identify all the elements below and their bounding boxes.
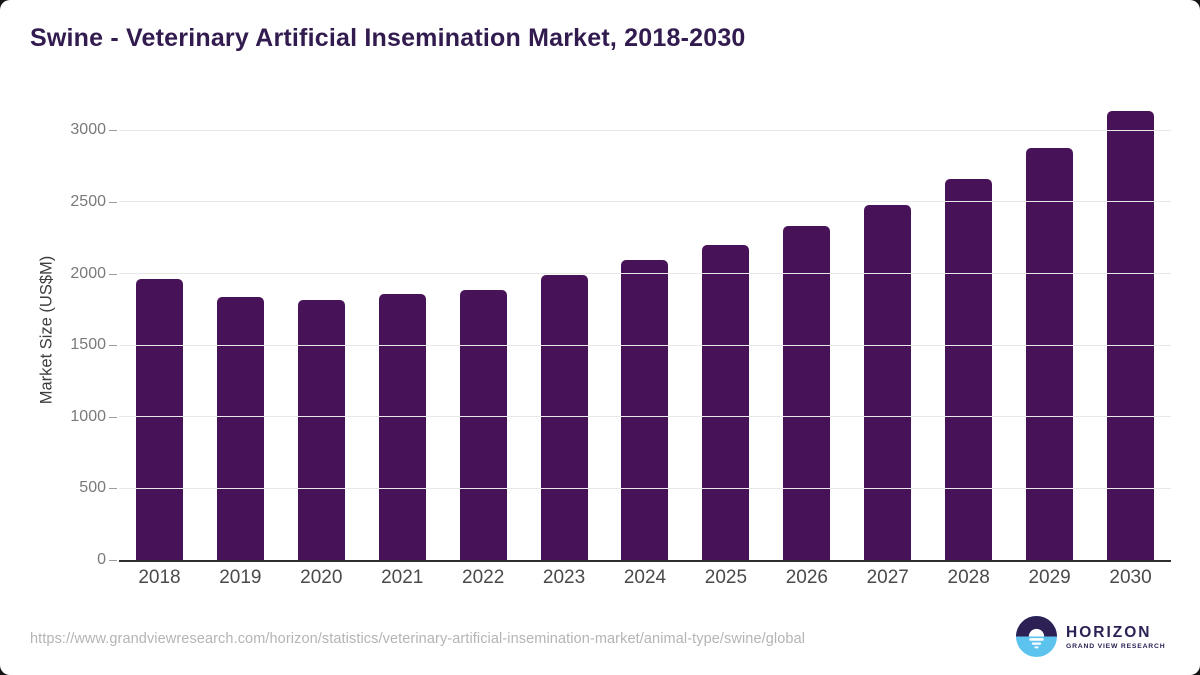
gridline-1500	[119, 344, 1171, 346]
x-tick-label-2023: 2023	[542, 567, 586, 588]
y-tick-label-0: 0	[97, 551, 106, 568]
y-tick-label-1000: 1000	[70, 407, 106, 425]
x-axis-labels: 2018 2019 2020 2021 2022 2023 2024 2025 2026 2027…	[119, 567, 1171, 589]
bar-2029[interactable]	[1026, 147, 1074, 560]
y-tick-mark-1500	[109, 345, 117, 347]
chart-title: Swine - Veterinary Artificial Inseminati…	[30, 24, 746, 52]
y-tick-label-1500: 1500	[70, 336, 106, 354]
bar-band-2021	[362, 294, 443, 560]
bar-band-2018	[119, 279, 200, 560]
bar-band-2022	[443, 289, 524, 560]
x-tick-label-2022: 2022	[462, 567, 505, 588]
bar-2024[interactable]	[621, 259, 669, 560]
bar-2018[interactable]	[135, 279, 183, 560]
bar-band-2020	[281, 299, 362, 560]
bar-2021[interactable]	[378, 294, 426, 560]
y-tick-label-3000: 3000	[70, 121, 106, 139]
x-tick-label-2025: 2025	[704, 567, 748, 588]
bar-2023[interactable]	[540, 275, 588, 560]
x-tick-label-2021: 2021	[381, 567, 424, 588]
y-tick-label-2500: 2500	[70, 192, 106, 210]
bar-2026[interactable]	[783, 226, 831, 560]
bar-band-2029	[1009, 147, 1090, 560]
bar-band-2024	[605, 259, 686, 560]
x-tick-label-2018: 2018	[138, 567, 181, 588]
bar-band-2025	[685, 245, 766, 560]
x-tick-label-2026: 2026	[785, 567, 828, 588]
bar-2027[interactable]	[864, 204, 912, 560]
y-tick-mark-500	[109, 488, 117, 490]
x-tick-label-2019: 2019	[219, 567, 262, 588]
x-tick-label-2028: 2028	[947, 567, 990, 588]
bar-series	[119, 100, 1171, 560]
horizon-sun-icon	[1016, 616, 1057, 657]
brand-logo: HORIZON GRAND VIEW RESEARCH	[1016, 616, 1165, 657]
source-url: https://www.grandviewresearch.com/horizo…	[30, 631, 806, 647]
gridline-500	[119, 487, 1171, 489]
y-tick-label-2000: 2000	[70, 264, 106, 282]
bar-band-2027	[847, 204, 928, 560]
brand-logo-text: HORIZON GRAND VIEW RESEARCH	[1066, 624, 1165, 650]
bar-band-2030	[1090, 111, 1171, 560]
y-tick-mark-0	[109, 560, 117, 561]
x-tick-label-2030: 2030	[1109, 567, 1152, 588]
bar-2025[interactable]	[702, 245, 750, 560]
gridline-2000	[119, 273, 1171, 275]
bar-band-2026	[766, 226, 847, 560]
y-tick-mark-1000	[109, 416, 117, 418]
bar-2030[interactable]	[1107, 111, 1155, 560]
gridline-3000	[119, 129, 1171, 131]
plot-area	[119, 100, 1171, 562]
bar-2019[interactable]	[216, 297, 264, 560]
bar-2020[interactable]	[297, 299, 345, 560]
y-tick-label-500: 500	[79, 479, 106, 497]
brand-name: HORIZON	[1066, 623, 1152, 641]
x-tick-label-2029: 2029	[1028, 567, 1071, 588]
y-tick-mark-2000	[109, 273, 117, 275]
x-tick-label-2027: 2027	[866, 567, 909, 588]
bar-2022[interactable]	[459, 289, 507, 560]
bar-band-2023	[524, 275, 605, 560]
bar-band-2028	[928, 178, 1009, 560]
x-tick-label-2024: 2024	[623, 567, 667, 588]
x-tick-label-2020: 2020	[300, 567, 343, 588]
y-tick-mark-2500	[109, 201, 117, 203]
bar-2028[interactable]	[945, 178, 993, 560]
gridline-1000	[119, 416, 1171, 418]
bar-band-2019	[200, 297, 281, 560]
gridline-2500	[119, 201, 1171, 203]
brand-subtitle: GRAND VIEW RESEARCH	[1066, 642, 1166, 650]
y-tick-mark-3000	[109, 130, 117, 132]
